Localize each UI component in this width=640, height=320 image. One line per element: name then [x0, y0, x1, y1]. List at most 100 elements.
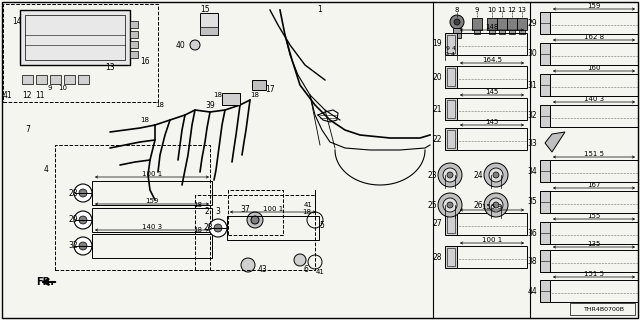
Circle shape: [74, 184, 92, 202]
Bar: [445, 98, 457, 120]
Text: 148: 148: [485, 24, 499, 30]
Text: 19: 19: [433, 39, 442, 49]
Circle shape: [241, 258, 255, 272]
Circle shape: [74, 237, 92, 255]
Bar: [447, 68, 455, 86]
Text: 35: 35: [527, 197, 537, 206]
Bar: [509, 30, 515, 34]
Bar: [517, 18, 527, 30]
Text: 25: 25: [428, 201, 437, 210]
Circle shape: [79, 242, 87, 250]
Bar: [445, 246, 457, 268]
Bar: [92, 181, 212, 205]
Text: 18: 18: [193, 227, 202, 233]
Text: 29: 29: [527, 19, 537, 28]
Circle shape: [443, 198, 457, 212]
Text: 6: 6: [303, 266, 308, 275]
Bar: [540, 43, 550, 65]
Circle shape: [493, 172, 499, 178]
Text: 9: 9: [475, 7, 479, 13]
Bar: [447, 35, 455, 53]
Text: 30: 30: [527, 50, 537, 59]
Bar: [550, 280, 638, 302]
Text: 16: 16: [140, 58, 150, 67]
Bar: [457, 213, 527, 235]
Bar: [550, 222, 638, 244]
Text: 145: 145: [485, 119, 499, 125]
Text: 18: 18: [250, 92, 259, 98]
Bar: [540, 280, 550, 302]
Circle shape: [489, 198, 503, 212]
Text: 24: 24: [474, 171, 483, 180]
Circle shape: [438, 163, 462, 187]
Bar: [497, 18, 507, 30]
Circle shape: [74, 211, 92, 229]
Text: 14: 14: [12, 18, 22, 27]
Bar: [25, 15, 125, 60]
Text: 4: 4: [43, 165, 48, 174]
Text: 145: 145: [485, 89, 499, 95]
Text: 140 3: 140 3: [584, 96, 604, 102]
Text: 18: 18: [214, 92, 223, 98]
Bar: [20, 10, 130, 65]
Circle shape: [438, 193, 462, 217]
Bar: [200, 27, 218, 35]
Bar: [507, 18, 517, 30]
Bar: [447, 130, 455, 148]
Bar: [252, 80, 266, 90]
Text: 18: 18: [141, 117, 150, 123]
Text: 22: 22: [433, 134, 442, 143]
Bar: [130, 41, 138, 48]
Text: 39: 39: [205, 100, 215, 109]
Text: THR4B0700B: THR4B0700B: [584, 307, 625, 312]
Text: 159: 159: [588, 3, 601, 9]
Text: 1: 1: [317, 5, 323, 14]
Bar: [3, 4, 158, 102]
Bar: [92, 208, 212, 232]
Circle shape: [454, 19, 460, 25]
Bar: [457, 128, 527, 150]
Text: 159: 159: [145, 198, 159, 204]
Bar: [457, 98, 527, 120]
Text: 21: 21: [433, 105, 442, 114]
Bar: [519, 30, 525, 34]
Text: 8: 8: [455, 7, 460, 13]
Bar: [550, 12, 638, 34]
Circle shape: [484, 193, 508, 217]
Bar: [540, 250, 550, 272]
Text: 26: 26: [474, 201, 483, 210]
Bar: [130, 21, 138, 28]
Text: 155 3: 155 3: [482, 204, 502, 210]
Text: 164.5: 164.5: [482, 57, 502, 63]
Text: 135: 135: [588, 241, 601, 247]
Text: 36: 36: [527, 228, 537, 237]
Bar: [227, 216, 319, 240]
Text: 100 1: 100 1: [482, 237, 502, 243]
Text: 29: 29: [68, 215, 78, 225]
Bar: [550, 43, 638, 65]
Text: 155: 155: [588, 213, 600, 219]
Text: 9: 9: [48, 85, 52, 91]
Text: 23: 23: [428, 171, 437, 180]
Text: 151 5: 151 5: [584, 151, 604, 157]
Text: 28: 28: [68, 188, 78, 197]
Text: 32: 32: [68, 242, 78, 251]
Circle shape: [79, 216, 87, 224]
Text: 20: 20: [433, 73, 442, 82]
Text: 162 8: 162 8: [584, 34, 604, 40]
Bar: [78, 75, 89, 84]
Text: 28: 28: [433, 252, 442, 261]
Text: 17: 17: [265, 85, 275, 94]
Bar: [447, 215, 455, 233]
Bar: [130, 31, 138, 38]
Bar: [55, 145, 210, 270]
Text: FR.: FR.: [36, 277, 54, 287]
Bar: [540, 105, 550, 127]
Bar: [50, 75, 61, 84]
Text: 12: 12: [22, 91, 31, 100]
Bar: [540, 222, 550, 244]
Bar: [22, 75, 33, 84]
Text: 44: 44: [527, 286, 537, 295]
Circle shape: [450, 15, 464, 29]
Bar: [200, 13, 218, 35]
